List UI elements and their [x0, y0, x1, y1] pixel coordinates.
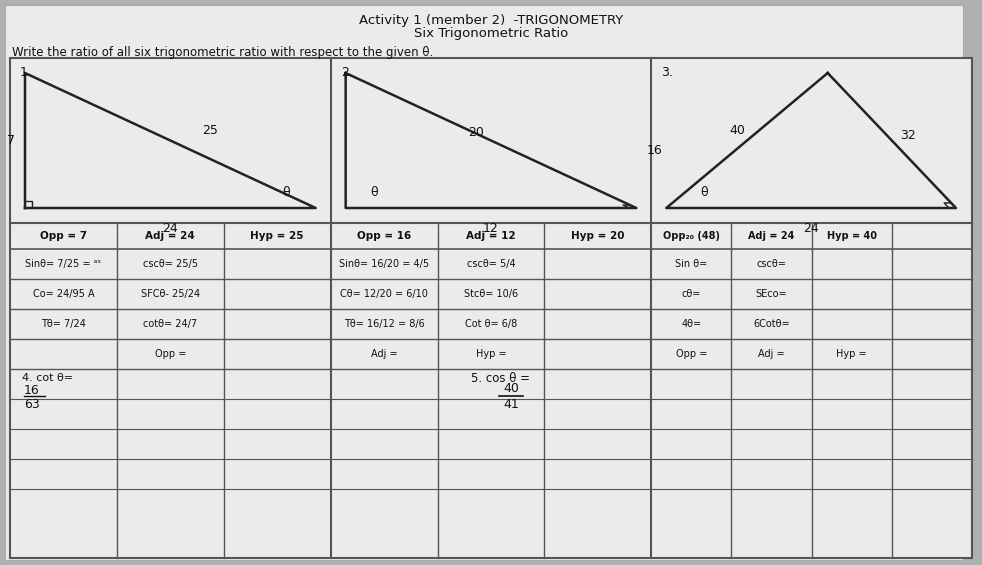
- Text: 1.: 1.: [20, 66, 31, 79]
- Text: 24: 24: [162, 222, 178, 235]
- Text: 4. cot θ=: 4. cot θ=: [22, 373, 73, 383]
- Text: 32: 32: [900, 129, 915, 142]
- Text: Opp₂₀ (48): Opp₂₀ (48): [663, 231, 720, 241]
- Text: SFCθ- 25/24: SFCθ- 25/24: [140, 289, 200, 299]
- Text: 4θ=: 4θ=: [682, 319, 701, 329]
- Text: Sin θ=: Sin θ=: [676, 259, 708, 269]
- Text: Opp =: Opp =: [676, 349, 707, 359]
- Text: Hyp =: Hyp =: [837, 349, 867, 359]
- Text: Adj = 24: Adj = 24: [748, 231, 794, 241]
- Text: Adj = 12: Adj = 12: [466, 231, 516, 241]
- Text: θ: θ: [282, 185, 290, 198]
- Text: Adj =: Adj =: [758, 349, 785, 359]
- Text: Hyp = 25: Hyp = 25: [250, 231, 304, 241]
- Text: Opp = 7: Opp = 7: [40, 231, 87, 241]
- Text: Sinθ= 16/20 = 4/5: Sinθ= 16/20 = 4/5: [339, 259, 429, 269]
- Bar: [10, 58, 972, 558]
- Text: cscθ= 25/5: cscθ= 25/5: [142, 259, 197, 269]
- Text: 25: 25: [202, 124, 218, 137]
- Text: Activity 1 (member 2)  -TRIGONOMETRY: Activity 1 (member 2) -TRIGONOMETRY: [358, 14, 624, 27]
- Text: SEco=: SEco=: [756, 289, 788, 299]
- Text: θ: θ: [370, 185, 377, 198]
- Text: 20: 20: [468, 126, 484, 139]
- Text: Adj = 24: Adj = 24: [145, 231, 195, 241]
- Text: 3.: 3.: [661, 66, 674, 79]
- Text: 24: 24: [803, 222, 819, 235]
- Text: Tθ= 7/24: Tθ= 7/24: [41, 319, 85, 329]
- Text: 41: 41: [503, 398, 518, 411]
- Text: Cθ= 12/20 = 6/10: Cθ= 12/20 = 6/10: [340, 289, 428, 299]
- Text: 7: 7: [7, 134, 15, 147]
- Text: cscθ=: cscθ=: [757, 259, 787, 269]
- Text: 40: 40: [729, 124, 745, 137]
- Text: Hyp = 20: Hyp = 20: [572, 231, 625, 241]
- Text: Opp = 16: Opp = 16: [357, 231, 411, 241]
- Text: cotθ= 24/7: cotθ= 24/7: [143, 319, 197, 329]
- Text: θ: θ: [700, 185, 708, 198]
- Text: cθ=: cθ=: [682, 289, 701, 299]
- Text: 2.: 2.: [341, 66, 353, 79]
- Text: Stcθ= 10/6: Stcθ= 10/6: [464, 289, 518, 299]
- Text: Opp =: Opp =: [154, 349, 186, 359]
- Text: 5. cos θ =: 5. cos θ =: [471, 372, 530, 385]
- Text: 12: 12: [483, 222, 499, 235]
- Text: Co= 24/95 A: Co= 24/95 A: [32, 289, 94, 299]
- Text: 40: 40: [503, 383, 518, 396]
- Text: Hyp = 40: Hyp = 40: [827, 231, 877, 241]
- Text: Tθ= 16/12 = 8/6: Tθ= 16/12 = 8/6: [344, 319, 424, 329]
- Text: Write the ratio of all six trigonometric ratio with respect to the given θ.: Write the ratio of all six trigonometric…: [12, 46, 433, 59]
- Text: Cot θ= 6/8: Cot θ= 6/8: [464, 319, 518, 329]
- Text: 16: 16: [646, 144, 662, 157]
- Text: Six Trigonometric Ratio: Six Trigonometric Ratio: [413, 27, 569, 40]
- Text: 16: 16: [24, 385, 39, 398]
- Text: Adj =: Adj =: [371, 349, 398, 359]
- Text: Hyp =: Hyp =: [475, 349, 507, 359]
- Text: 6Cotθ=: 6Cotθ=: [753, 319, 790, 329]
- Text: cscθ= 5/4: cscθ= 5/4: [466, 259, 516, 269]
- Text: Sinθ= 7/25 = ᵃˢ: Sinθ= 7/25 = ᵃˢ: [26, 259, 101, 269]
- Text: 63: 63: [24, 398, 39, 411]
